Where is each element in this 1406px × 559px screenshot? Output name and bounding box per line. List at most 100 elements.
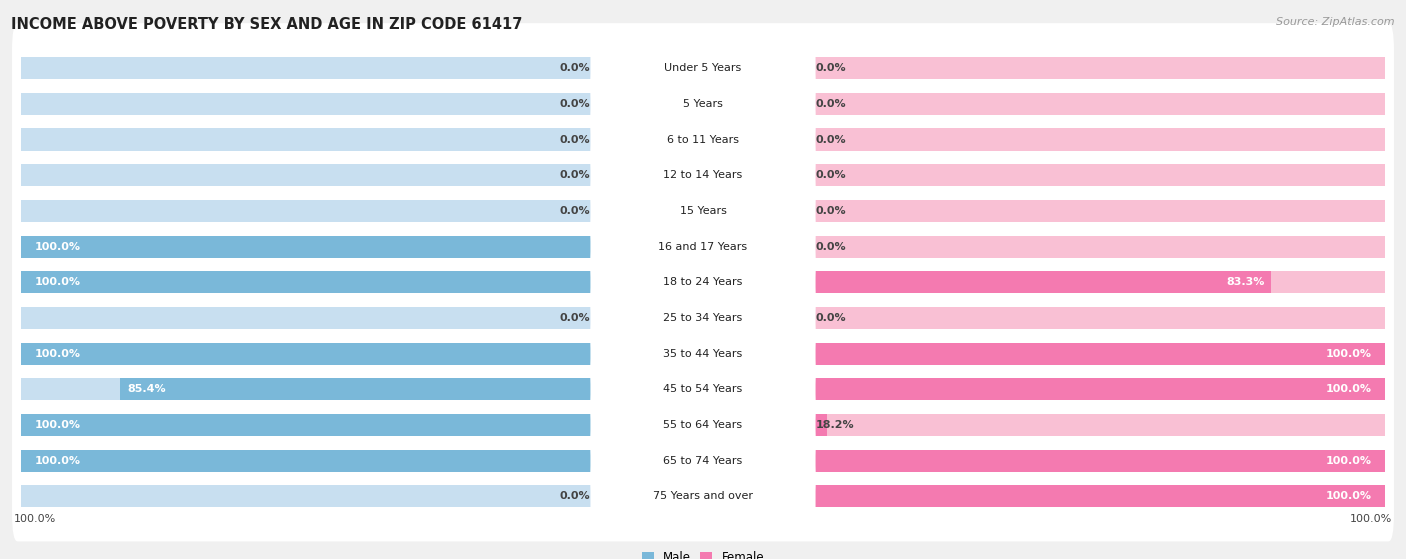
Bar: [21, 449, 703, 472]
Text: 100.0%: 100.0%: [14, 514, 56, 524]
FancyBboxPatch shape: [591, 182, 815, 311]
Bar: [21, 414, 703, 436]
FancyBboxPatch shape: [13, 23, 1393, 113]
Text: 0.0%: 0.0%: [560, 170, 591, 180]
Text: 100.0%: 100.0%: [1326, 456, 1371, 466]
Bar: [21, 271, 703, 293]
Text: 75 Years and over: 75 Years and over: [652, 491, 754, 501]
Bar: [703, 200, 1385, 222]
Text: 100.0%: 100.0%: [35, 456, 80, 466]
Text: 83.3%: 83.3%: [1226, 277, 1264, 287]
Bar: [21, 343, 703, 364]
Text: Source: ZipAtlas.com: Source: ZipAtlas.com: [1277, 17, 1395, 27]
FancyBboxPatch shape: [13, 94, 1393, 184]
Bar: [703, 378, 1385, 400]
Text: 0.0%: 0.0%: [815, 135, 846, 145]
Text: 5 Years: 5 Years: [683, 99, 723, 109]
Text: 0.0%: 0.0%: [560, 206, 591, 216]
Bar: [703, 449, 1385, 472]
Bar: [703, 129, 1385, 150]
Bar: [703, 414, 827, 436]
FancyBboxPatch shape: [13, 309, 1393, 399]
Text: 100.0%: 100.0%: [35, 349, 80, 359]
Text: INCOME ABOVE POVERTY BY SEX AND AGE IN ZIP CODE 61417: INCOME ABOVE POVERTY BY SEX AND AGE IN Z…: [11, 17, 523, 32]
FancyBboxPatch shape: [591, 361, 815, 490]
Bar: [703, 307, 1385, 329]
FancyBboxPatch shape: [13, 130, 1393, 220]
Bar: [703, 93, 1385, 115]
Bar: [21, 164, 703, 186]
Text: 85.4%: 85.4%: [128, 385, 166, 394]
Text: 0.0%: 0.0%: [815, 99, 846, 109]
FancyBboxPatch shape: [591, 146, 815, 276]
Bar: [21, 129, 703, 150]
FancyBboxPatch shape: [13, 273, 1393, 363]
Text: 55 to 64 Years: 55 to 64 Years: [664, 420, 742, 430]
FancyBboxPatch shape: [13, 452, 1393, 542]
Bar: [21, 378, 703, 400]
FancyBboxPatch shape: [591, 3, 815, 132]
FancyBboxPatch shape: [13, 59, 1393, 149]
Text: 12 to 14 Years: 12 to 14 Years: [664, 170, 742, 180]
Bar: [703, 343, 1385, 364]
Text: 0.0%: 0.0%: [815, 241, 846, 252]
Text: 100.0%: 100.0%: [35, 241, 80, 252]
Bar: [21, 93, 703, 115]
Text: 0.0%: 0.0%: [560, 63, 591, 73]
Text: 0.0%: 0.0%: [815, 313, 846, 323]
Text: 100.0%: 100.0%: [1326, 385, 1371, 394]
FancyBboxPatch shape: [591, 39, 815, 168]
Bar: [703, 57, 1385, 79]
Text: 15 Years: 15 Years: [679, 206, 727, 216]
Text: 0.0%: 0.0%: [815, 63, 846, 73]
Bar: [21, 235, 703, 258]
Text: 0.0%: 0.0%: [560, 99, 591, 109]
FancyBboxPatch shape: [13, 416, 1393, 506]
Bar: [21, 200, 703, 222]
FancyBboxPatch shape: [591, 432, 815, 559]
Bar: [21, 307, 703, 329]
Text: Under 5 Years: Under 5 Years: [665, 63, 741, 73]
Text: 18.2%: 18.2%: [815, 420, 855, 430]
Bar: [703, 235, 1385, 258]
Bar: [21, 271, 703, 293]
Text: 0.0%: 0.0%: [560, 313, 591, 323]
Bar: [703, 449, 1385, 472]
FancyBboxPatch shape: [591, 289, 815, 418]
FancyBboxPatch shape: [591, 75, 815, 204]
Bar: [703, 343, 1385, 364]
FancyBboxPatch shape: [591, 396, 815, 525]
Bar: [21, 343, 703, 364]
Text: 6 to 11 Years: 6 to 11 Years: [666, 135, 740, 145]
FancyBboxPatch shape: [13, 344, 1393, 434]
FancyBboxPatch shape: [13, 202, 1393, 292]
Text: 0.0%: 0.0%: [560, 491, 591, 501]
FancyBboxPatch shape: [591, 111, 815, 240]
FancyBboxPatch shape: [591, 217, 815, 347]
Bar: [703, 271, 1385, 293]
Text: 65 to 74 Years: 65 to 74 Years: [664, 456, 742, 466]
Bar: [703, 485, 1385, 508]
Bar: [703, 414, 1385, 436]
Text: 0.0%: 0.0%: [815, 170, 846, 180]
Bar: [21, 449, 703, 472]
Text: 100.0%: 100.0%: [35, 277, 80, 287]
Text: 45 to 54 Years: 45 to 54 Years: [664, 385, 742, 394]
FancyBboxPatch shape: [13, 380, 1393, 470]
Legend: Male, Female: Male, Female: [637, 546, 769, 559]
Text: 0.0%: 0.0%: [560, 135, 591, 145]
FancyBboxPatch shape: [13, 238, 1393, 327]
Text: 100.0%: 100.0%: [1326, 491, 1371, 501]
FancyBboxPatch shape: [591, 325, 815, 454]
Bar: [21, 57, 703, 79]
Text: 25 to 34 Years: 25 to 34 Years: [664, 313, 742, 323]
Text: 100.0%: 100.0%: [1350, 514, 1392, 524]
FancyBboxPatch shape: [13, 166, 1393, 256]
Bar: [703, 485, 1385, 508]
Bar: [121, 378, 703, 400]
Bar: [21, 485, 703, 508]
Text: 16 and 17 Years: 16 and 17 Years: [658, 241, 748, 252]
Bar: [21, 235, 703, 258]
Bar: [21, 414, 703, 436]
FancyBboxPatch shape: [591, 253, 815, 382]
